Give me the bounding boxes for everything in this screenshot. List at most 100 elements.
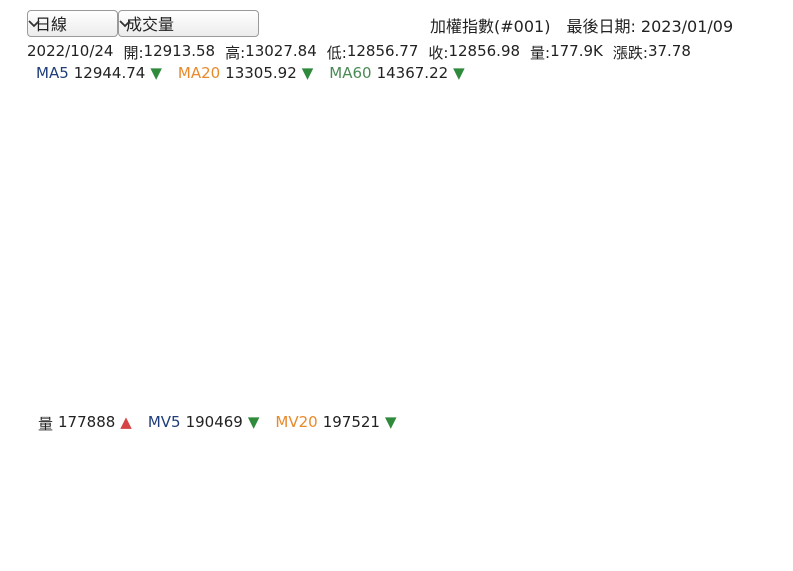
y-tick-label: 15000 (711, 111, 752, 126)
volume-bar (513, 456, 520, 521)
volume-bar (132, 476, 139, 521)
candle-body (696, 166, 702, 203)
candle-body (357, 286, 364, 293)
chevron (28, 20, 40, 28)
volume-bar (305, 476, 312, 521)
volume-bar (652, 491, 659, 521)
y-tick-label: 300K (711, 439, 745, 454)
candle-body (461, 136, 468, 161)
volume-bar (62, 469, 69, 521)
period-label: 日線 (35, 15, 68, 34)
volume-bar (617, 466, 624, 521)
volume-bar (435, 469, 442, 521)
volume-bar (366, 464, 373, 521)
quote-label: 高: (225, 44, 246, 62)
quote-label: 收: (428, 44, 449, 62)
candle-body (600, 196, 607, 227)
candle-body (296, 353, 303, 366)
volume-bar (548, 466, 555, 521)
volume-bar (531, 469, 538, 521)
volume-bar (574, 471, 581, 521)
y-tick-label: 100K (711, 489, 745, 504)
volume-bar (97, 471, 104, 521)
candle-body (210, 340, 217, 347)
quote-date: 2022/10/24 (27, 42, 114, 60)
volume-bar (444, 461, 451, 521)
volume-bar (626, 469, 633, 521)
candle-body (513, 118, 520, 143)
volume-bar (401, 464, 408, 521)
legend-value: 13305.92 (225, 64, 297, 82)
volume-bar (348, 436, 355, 521)
legend-value: 190469 (185, 413, 243, 431)
volume-bar (279, 483, 286, 521)
legend-name: MV20 (275, 413, 318, 431)
candle-body (149, 250, 156, 257)
last-date: 最後日期: 2023/01/09 (566, 17, 734, 36)
candle-body (522, 142, 529, 173)
candle-body (609, 214, 616, 227)
candle-body (375, 232, 382, 257)
candle-body (583, 160, 590, 191)
candle-body (28, 166, 34, 173)
volume-bar (687, 481, 694, 521)
candle-body (496, 106, 503, 125)
x-tick-label: 11 (283, 531, 300, 546)
ma-line (30, 452, 700, 488)
volume-bar (331, 461, 338, 521)
volume-bar (392, 459, 399, 521)
candle-body (218, 340, 225, 354)
volume-bar (106, 464, 113, 521)
volume-bar (210, 474, 217, 521)
legend-trend: ▼ (453, 64, 465, 82)
grid (117, 87, 665, 521)
volume-bar (201, 471, 208, 521)
legend-trend: ▼ (247, 413, 260, 431)
legend-trend: ▼ (150, 64, 162, 82)
candle-body (123, 298, 130, 311)
quote-label: 漲跌: (612, 44, 648, 62)
x-tick-label: 2022/10 (91, 531, 145, 546)
ma-line (30, 461, 700, 477)
indicator-select[interactable]: 成交量 (118, 10, 259, 37)
candle-body (270, 371, 277, 384)
candle-body (54, 178, 61, 189)
volume-bar (357, 459, 364, 521)
candle-body (166, 262, 173, 323)
quote-value: 12913.58 (143, 42, 216, 60)
candle-body (539, 160, 546, 167)
volume-bar (643, 486, 650, 521)
ma-line (30, 127, 700, 384)
volume-bar (262, 478, 269, 521)
candle-body (158, 250, 165, 263)
quote-label: 量: (530, 44, 551, 62)
quote-line: 2022/10/24 開: 12913.58 高: 13027.84 低: 12856.7… (27, 42, 691, 63)
quote-value: 13027.84 (245, 42, 317, 60)
quote-value: 177.9K (550, 42, 603, 60)
period-select[interactable]: 日線 (27, 10, 118, 37)
volume-bar (340, 444, 347, 521)
candle-body (71, 214, 78, 221)
candle-body (409, 172, 416, 179)
watermark: ©Yahoo奇摩股市 (599, 393, 702, 409)
volume-bar (565, 471, 572, 521)
volume-bar (678, 483, 685, 521)
quote-label: 開: (123, 44, 144, 62)
candle-body (88, 254, 95, 257)
candle-body (279, 371, 286, 378)
y-tick-label: 13500 (711, 291, 752, 306)
volume-bar (409, 459, 416, 521)
candle-body (80, 220, 87, 257)
volume-bar (557, 469, 564, 521)
candle-body (383, 196, 390, 233)
candle-body (132, 292, 139, 311)
candle-body (244, 376, 251, 384)
volume-bar (71, 471, 78, 521)
volume-legend: 量 177888 ▲ MV5 190469 ▼ MV20 197521 ▼ (38, 413, 397, 434)
y-tick-label: 13200 (711, 327, 752, 342)
candle-body (427, 184, 434, 191)
volume-bar (322, 464, 329, 521)
y-tick-label: 14400 (711, 183, 752, 198)
candle-body (505, 118, 512, 125)
volume-bar (314, 474, 321, 521)
